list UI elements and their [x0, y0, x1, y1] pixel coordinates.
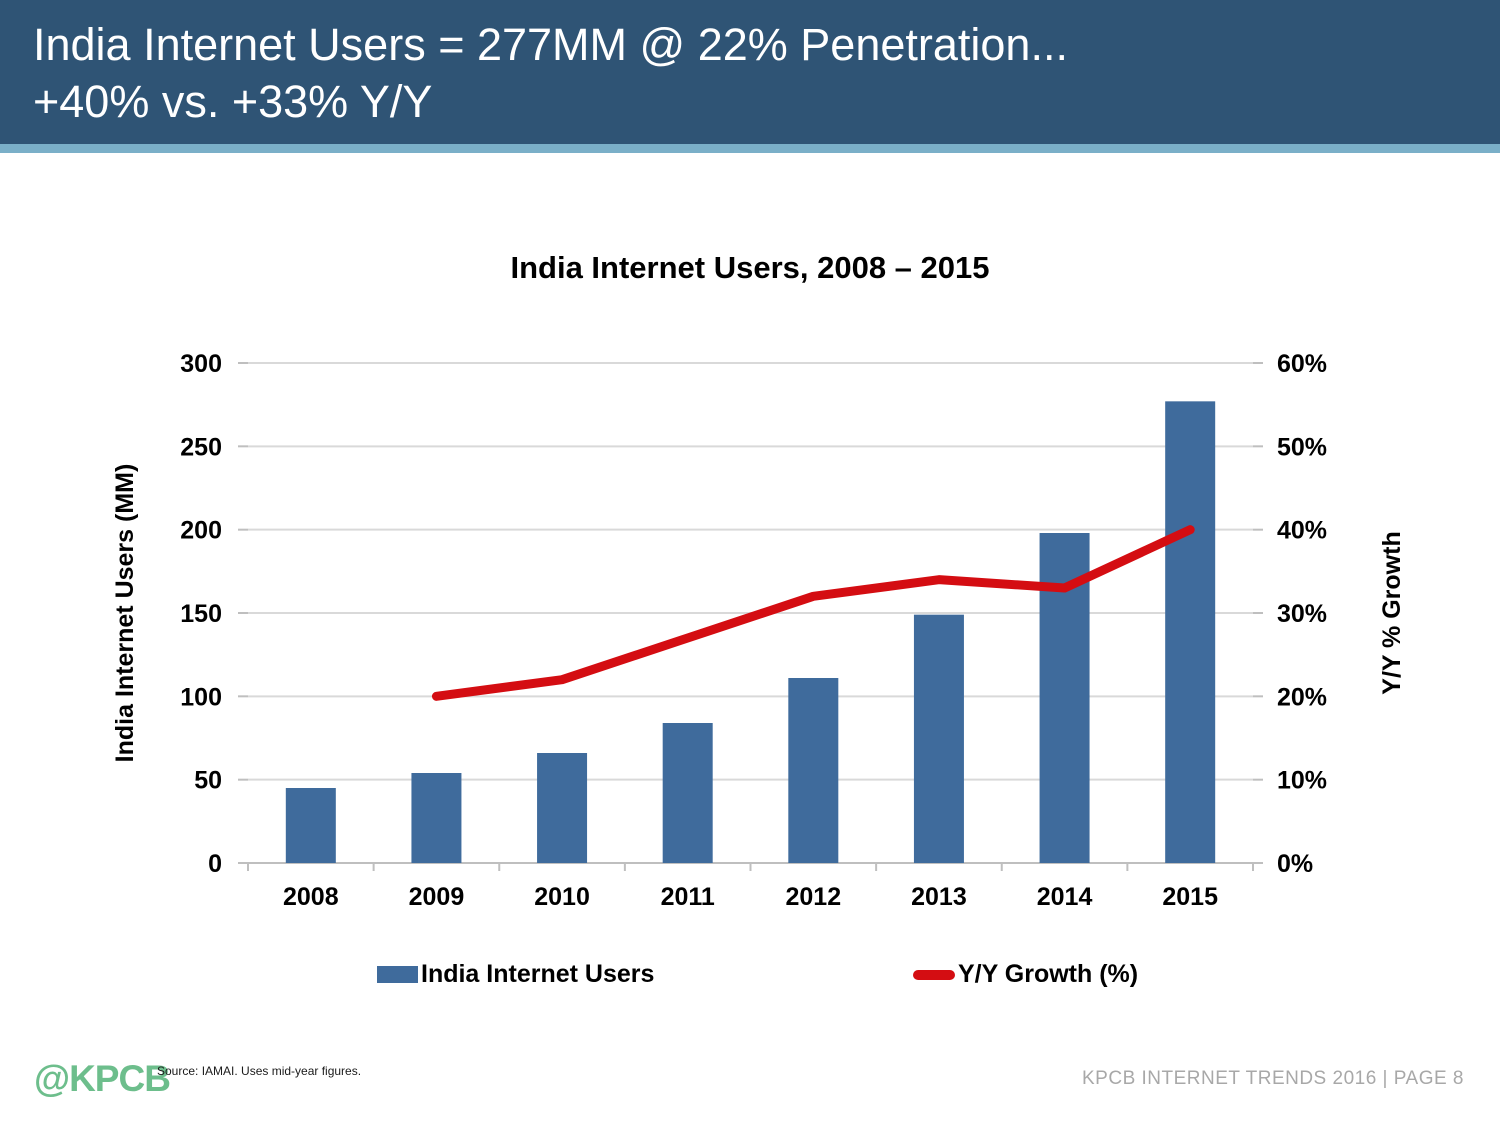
- left-axis-tick-label: 50: [194, 767, 222, 795]
- right-axis-tick-label: 60%: [1277, 350, 1327, 378]
- legend-line-swatch: [913, 969, 955, 980]
- x-axis-label-2010: 2010: [534, 883, 590, 911]
- footer-page-label: KPCB INTERNET TRENDS 2016 | PAGE 8: [1082, 1068, 1464, 1089]
- x-axis-label-2012: 2012: [786, 883, 842, 911]
- bar-2010: [537, 753, 588, 863]
- left-axis-tick-label: 0: [208, 850, 222, 878]
- left-axis-title: India Internet Users (MM): [111, 464, 139, 763]
- legend-bar-swatch: [377, 966, 418, 983]
- bar-2011: [662, 723, 713, 863]
- left-axis-tick-label: 250: [180, 433, 222, 461]
- kpcb-logo: @KPCB: [34, 1058, 171, 1099]
- x-axis-label-2009: 2009: [409, 883, 465, 911]
- x-axis-label-2011: 2011: [661, 883, 715, 911]
- right-axis-tick-label: 50%: [1277, 433, 1327, 461]
- header-accent-stripe: [0, 144, 1500, 153]
- slide-title-line1: India Internet Users = 277MM @ 22% Penet…: [33, 19, 1068, 70]
- right-axis-tick-label: 0%: [1277, 850, 1313, 878]
- left-axis-tick-label: 300: [180, 350, 222, 378]
- growth-line: [431, 525, 1195, 701]
- bar-2013: [913, 614, 964, 863]
- right-axis-tick-label: 30%: [1277, 600, 1327, 628]
- slide-title-line2: +40% vs. +33% Y/Y: [33, 76, 433, 127]
- bar-2012: [788, 678, 839, 863]
- x-axis-label-2014: 2014: [1037, 883, 1093, 911]
- left-axis-tick-label: 200: [180, 517, 222, 545]
- header-banner: India Internet Users = 277MM @ 22% Penet…: [0, 0, 1500, 144]
- right-axis-title: Y/Y % Growth: [1378, 531, 1406, 694]
- right-axis-tick-label: 10%: [1277, 767, 1327, 795]
- source-note: Source: IAMAI. Uses mid-year figures.: [157, 1064, 362, 1078]
- bar-2008: [285, 788, 336, 863]
- bar-2015: [1165, 401, 1216, 863]
- legend-bar-label: India Internet Users: [421, 960, 655, 988]
- left-axis-tick-label: 100: [180, 683, 222, 711]
- bar-2009: [411, 773, 462, 863]
- chart-title: India Internet Users, 2008 – 2015: [510, 250, 990, 285]
- right-axis-tick-label: 40%: [1277, 517, 1327, 545]
- left-axis-tick-label: 150: [180, 600, 222, 628]
- x-axis-label-2015: 2015: [1162, 883, 1218, 911]
- right-axis-tick-label: 20%: [1277, 683, 1327, 711]
- legend-item-line: Y/Y Growth (%): [913, 960, 1138, 989]
- legend-item-bars: India Internet Users: [377, 960, 654, 989]
- legend-line-label: Y/Y Growth (%): [958, 960, 1139, 988]
- x-axis-label-2008: 2008: [283, 883, 339, 911]
- x-axis-label-2013: 2013: [911, 883, 967, 911]
